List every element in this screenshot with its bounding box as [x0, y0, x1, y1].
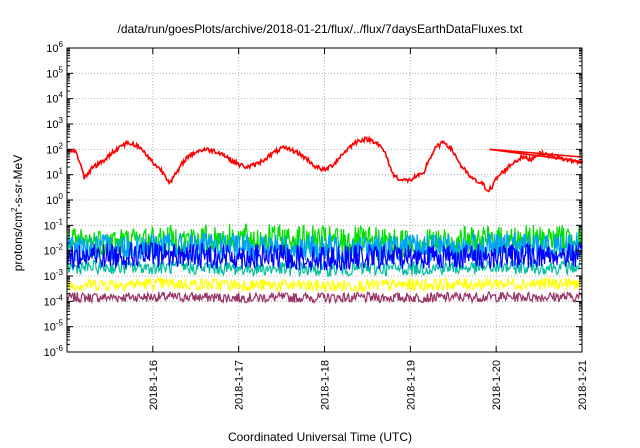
grid-lines [67, 48, 582, 352]
y-tick-label: 10-3 [44, 268, 64, 283]
x-tick-label: 2018-1-18 [320, 360, 332, 410]
y-axis-ticks: 10-6 10-5 10-4 10-3 10-2 10-1 100 101 102 103 104 1… [44, 40, 582, 359]
y-tick-label: 102 [46, 141, 63, 156]
y-tick-label: 10-4 [44, 293, 64, 308]
x-axis-label: Coordinated Universal Time (UTC) [227, 430, 413, 444]
series-line [66, 135, 584, 193]
x-tick-label: 2018-1-17 [234, 360, 246, 410]
y-tick-label: 104 [46, 91, 63, 106]
x-tick-label: 2018-1-19 [405, 360, 417, 410]
y-tick-label: 10-6 [44, 344, 64, 359]
x-tick-label: 2018-1-20 [491, 360, 503, 410]
y-tick-label: 10-5 [44, 319, 64, 334]
x-tick-label: 2018-1-16 [148, 360, 160, 410]
series-line [66, 239, 583, 271]
y-tick-label: 10-2 [44, 243, 64, 258]
x-axis-ticks: 2018-1-16 2018-1-17 2018-1-18 2018-1-19 2018… [148, 48, 589, 410]
y-tick-label: 106 [46, 40, 63, 55]
x-tick-label: 2018-1-21 [577, 360, 589, 410]
y-tick-label: 105 [46, 65, 63, 80]
series-line [66, 290, 583, 305]
y-tick-label: 100 [46, 192, 63, 207]
chart-title: /data/run/goesPlots/archive/2018-01-21/f… [117, 22, 523, 36]
y-tick-label: 101 [46, 167, 63, 182]
y-tick-label: 10-1 [44, 217, 64, 232]
y-tick-label: 103 [46, 116, 63, 131]
series-lines [66, 135, 584, 305]
series-line [66, 276, 583, 294]
